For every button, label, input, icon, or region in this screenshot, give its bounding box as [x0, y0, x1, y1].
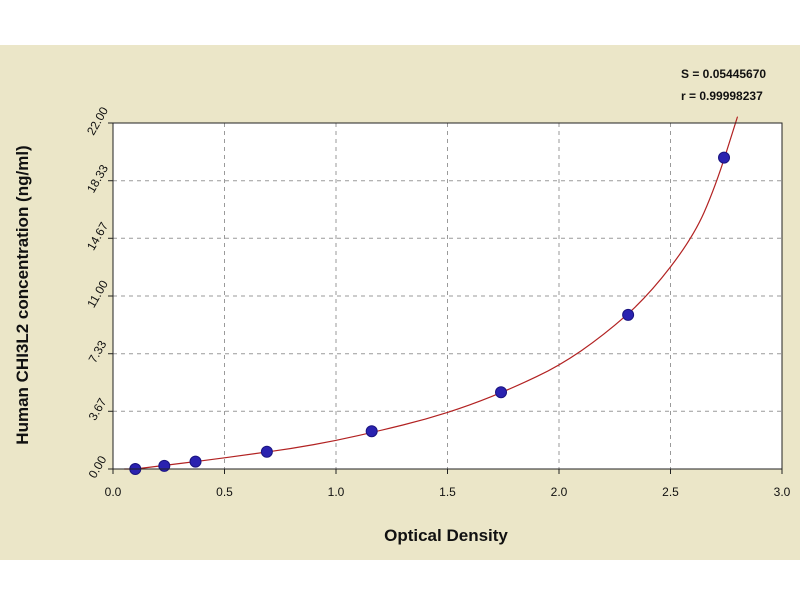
data-point [260, 445, 273, 458]
x-tick-label: 1.0 [328, 485, 345, 499]
data-point [718, 151, 731, 164]
y-axis-label: Human CHI3L2 concentration (ng/ml) [13, 145, 32, 444]
x-tick-label: 3.0 [774, 485, 791, 499]
x-tick-label: 1.5 [439, 485, 456, 499]
fit-curve-group [124, 116, 739, 470]
x-tick-label: 0.5 [216, 485, 233, 499]
stat-r-value: r = 0.99998237 [681, 89, 763, 103]
data-point [365, 425, 378, 438]
stat-s-value: S = 0.05445670 [681, 67, 766, 81]
data-point [189, 455, 202, 468]
plot-area [108, 116, 783, 475]
x-tick-label: 2.5 [662, 485, 679, 499]
x-tick-labels: 0.0 0.5 1.0 1.5 2.0 2.5 3.0 [105, 485, 791, 499]
x-axis-label: Optical Density [384, 526, 508, 545]
plot-frame [112, 122, 783, 470]
data-point [495, 386, 508, 399]
fit-curve [124, 116, 739, 470]
axis-ticks [108, 122, 783, 474]
x-tick-label: 0.0 [105, 485, 122, 499]
data-point [622, 308, 635, 321]
data-point [158, 459, 171, 472]
x-tick-label: 2.0 [551, 485, 568, 499]
gridlines [113, 123, 782, 469]
